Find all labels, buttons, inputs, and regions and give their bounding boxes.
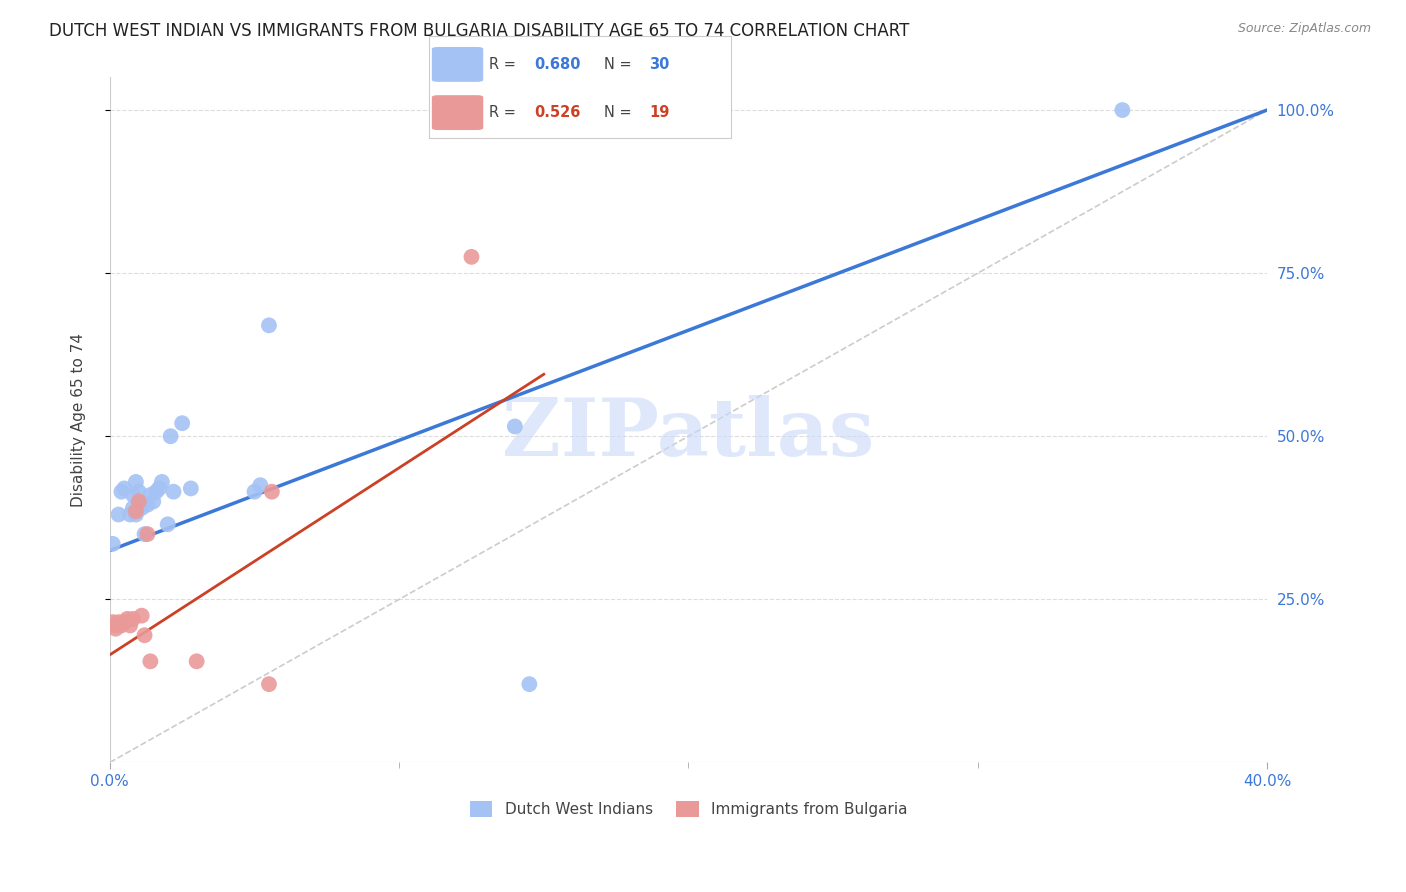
Y-axis label: Disability Age 65 to 74: Disability Age 65 to 74 [72, 333, 86, 507]
Point [142, 494, 165, 508]
Point [156, 517, 179, 532]
Point [122, 612, 145, 626]
Text: Source: ZipAtlas.com: Source: ZipAtlas.com [1237, 22, 1371, 36]
Point [125, 504, 148, 518]
Text: R =: R = [489, 105, 520, 120]
Point [101, 615, 124, 630]
Text: 30: 30 [650, 57, 669, 72]
Point [131, 608, 153, 623]
Point [125, 508, 148, 522]
Text: R =: R = [489, 57, 520, 72]
Point [162, 484, 184, 499]
Text: DUTCH WEST INDIAN VS IMMIGRANTS FROM BULGARIA DISABILITY AGE 65 TO 74 CORRELATIO: DUTCH WEST INDIAN VS IMMIGRANTS FROM BUL… [49, 22, 910, 40]
Point [110, 484, 132, 499]
Point [257, 677, 280, 691]
FancyBboxPatch shape [432, 95, 484, 130]
Point [517, 677, 540, 691]
Point [249, 478, 271, 492]
Point [136, 498, 159, 512]
Text: 19: 19 [650, 105, 669, 120]
Point [145, 484, 167, 499]
Point [134, 527, 156, 541]
Point [104, 618, 127, 632]
Point [107, 508, 129, 522]
Point [503, 419, 526, 434]
Point [150, 475, 173, 489]
Point [136, 527, 159, 541]
Point [186, 654, 208, 668]
Point [172, 416, 194, 430]
Text: 0.680: 0.680 [534, 57, 581, 72]
Point [139, 488, 162, 502]
Legend: Dutch West Indians, Immigrants from Bulgaria: Dutch West Indians, Immigrants from Bulg… [464, 795, 914, 823]
Point [180, 482, 202, 496]
Point [131, 501, 153, 516]
Point [120, 618, 142, 632]
Point [1111, 103, 1133, 117]
Point [122, 501, 145, 516]
Point [107, 615, 129, 630]
Point [139, 654, 162, 668]
Point [148, 482, 170, 496]
FancyBboxPatch shape [432, 47, 484, 82]
Point [122, 488, 145, 502]
Point [110, 618, 132, 632]
Point [112, 482, 135, 496]
Point [112, 615, 135, 630]
Point [260, 484, 283, 499]
Point [125, 475, 148, 489]
Point [159, 429, 181, 443]
Point [131, 498, 153, 512]
Point [257, 318, 280, 333]
Point [243, 484, 266, 499]
Text: N =: N = [605, 105, 637, 120]
Point [115, 612, 138, 626]
Point [120, 508, 142, 522]
Point [128, 484, 150, 499]
Point [134, 628, 156, 642]
Text: 0.526: 0.526 [534, 105, 581, 120]
Point [128, 494, 150, 508]
Text: ZIPatlas: ZIPatlas [502, 394, 875, 473]
Point [101, 537, 124, 551]
Text: N =: N = [605, 57, 637, 72]
Point [104, 622, 127, 636]
Point [460, 250, 482, 264]
